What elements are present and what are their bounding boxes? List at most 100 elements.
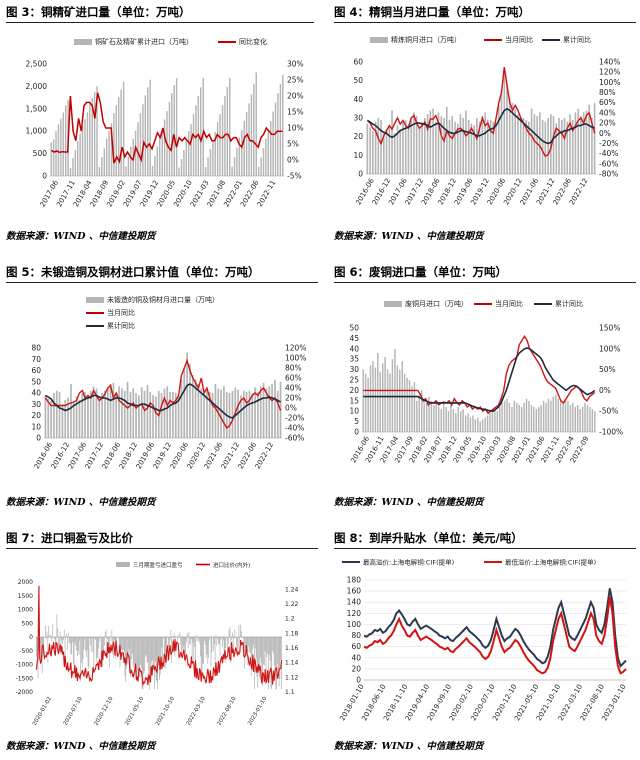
bar [189,363,191,439]
right-tick-label: 100% [599,344,620,353]
left-tick-label: 120 [347,609,362,618]
bar [411,386,413,432]
bar [508,97,511,174]
bar [47,398,50,438]
bar [242,637,244,638]
series-line-max-premium [363,588,627,668]
bar [472,415,474,432]
bar [478,121,481,174]
bar [98,637,100,649]
bar [272,637,274,654]
bar [396,365,399,432]
bar [86,112,89,176]
bar [111,629,113,637]
bar [67,632,69,637]
bar [120,637,122,650]
bar [476,118,478,174]
bar [120,89,122,176]
bar [74,637,76,643]
bar [258,637,259,674]
bar [491,411,494,432]
bar [50,142,52,176]
bar [77,141,79,176]
bar [86,637,87,658]
bar [385,129,388,174]
bar [140,637,142,668]
bar [77,637,78,657]
bar [577,108,580,174]
bar [110,123,113,176]
bar [180,379,183,438]
bar [442,402,445,432]
bar [221,105,224,176]
figure-7-rule [6,548,318,549]
bar [156,637,158,683]
right-tick-label: 100% [285,354,306,363]
bar [452,409,455,432]
left-tick-label: 35 [349,355,359,364]
left-tick-label: 180 [347,576,362,585]
bar [105,629,107,637]
bar [470,123,473,174]
bar [234,629,236,637]
bar [249,637,250,652]
bar [231,632,233,637]
bar [40,637,41,662]
bar [277,93,279,176]
bar [218,637,219,645]
bar [579,409,581,432]
x-tick-label: 2021-10-10 [155,696,176,727]
bar [124,637,126,677]
left-tick-label: 15 [349,396,359,405]
bar [58,637,60,648]
bar [88,637,90,669]
bar [257,637,259,688]
bar [203,637,205,664]
bar [149,79,151,176]
bar [113,113,115,176]
figure-5-title: 图 5：未锻造铜及铜材进口累计值（单位：万吨） [6,265,260,279]
bar [362,369,364,432]
bar [92,386,95,439]
bar [62,637,63,644]
bar [223,637,225,654]
bar [75,396,78,438]
bar [98,398,101,438]
right-tick-label: 10% [287,124,304,133]
left-tick-label: 10 [349,407,359,416]
bar [90,637,91,646]
bar [408,380,411,432]
right-tick-label: 60% [285,374,302,383]
bar [477,417,479,432]
bar [208,391,211,438]
bar [144,95,147,176]
bar [474,419,477,432]
bar [259,637,260,678]
figure-4-chart: 0 10 20 30 40 50 60 -80% -60%-40%-20%0%20% 40%60%… [353,35,620,206]
legend-label: 精炼铜月进口（万吨） [391,35,461,44]
bar [272,637,273,652]
bar [208,637,209,659]
bar [171,93,173,176]
bar [149,391,152,438]
bar [43,637,45,655]
bar [566,121,569,174]
bar [271,637,273,690]
bar [225,637,227,649]
bar [542,400,545,432]
bar [259,386,262,439]
bar [250,94,253,176]
bar [259,637,261,658]
left-tick-label: 70 [31,355,41,364]
bar [81,393,84,438]
series-line-min-premium [363,596,627,675]
bar [440,409,442,432]
bar [80,637,82,682]
bar [403,373,406,432]
legend-label: 进口比价(内外) [213,561,250,569]
bar [61,637,63,641]
left-tick-label: -1000 [16,662,34,669]
bar [536,116,538,174]
bar [487,119,489,174]
bar [101,393,103,438]
